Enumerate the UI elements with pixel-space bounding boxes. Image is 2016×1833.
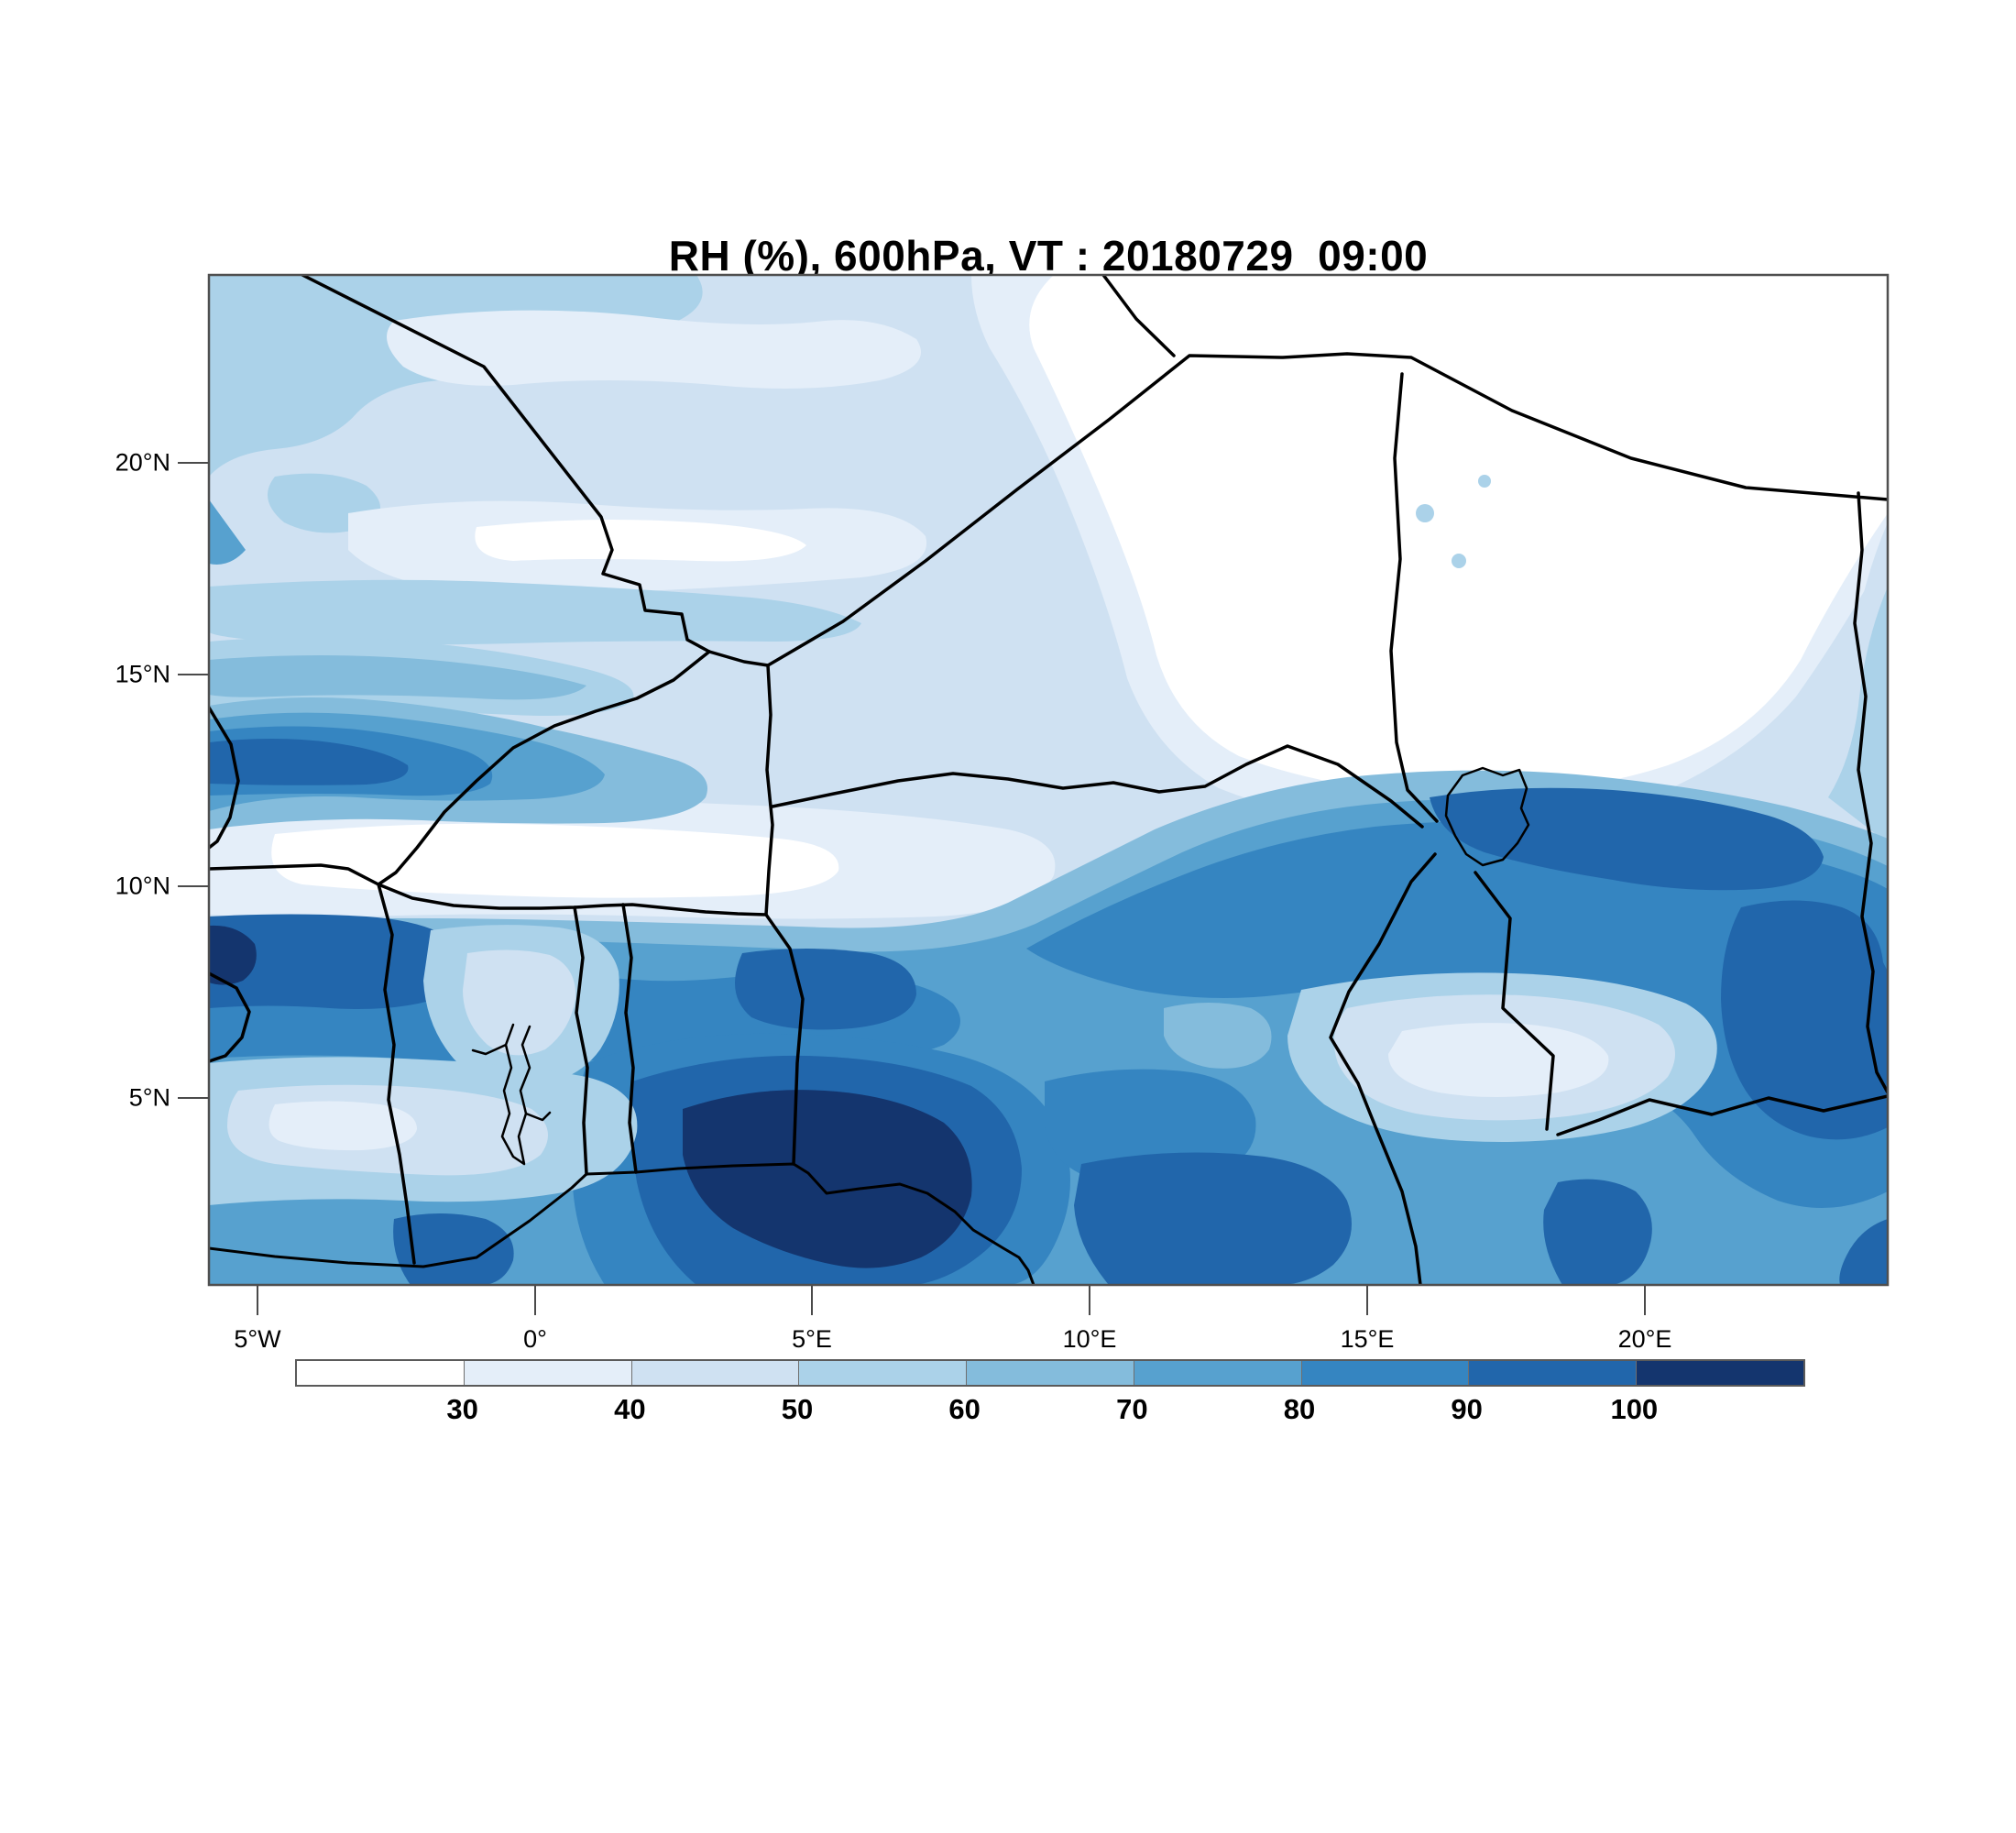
colorbar-tick-label: 100	[1610, 1393, 1659, 1425]
contour-region	[209, 655, 586, 700]
y-tick-label: 5°N	[128, 1083, 170, 1112]
contour-region	[1388, 1023, 1609, 1097]
country-border	[209, 706, 240, 850]
colorbar-tick-label: 70	[1116, 1393, 1148, 1425]
y-tick-label: 20°N	[115, 448, 170, 477]
contour-region	[1478, 475, 1491, 488]
colorbar	[295, 1359, 1805, 1387]
contour-region	[735, 949, 916, 1030]
colorbar-segment	[631, 1361, 800, 1385]
country-border	[209, 971, 251, 1063]
colorbar-tick-label: 90	[1451, 1393, 1483, 1425]
colorbar-tick-label: 30	[446, 1393, 478, 1425]
x-tick-mark	[1366, 1286, 1368, 1315]
lake-volta-outline	[471, 1023, 552, 1166]
country-border	[1556, 1094, 1888, 1136]
contour-region	[209, 739, 409, 785]
contour-region	[387, 310, 921, 389]
x-tick-label: 20°E	[1617, 1325, 1672, 1353]
country-border	[1474, 871, 1555, 1131]
country-border	[1853, 491, 1888, 1094]
colorbar-segment	[1637, 1361, 1804, 1385]
y-tick-mark	[178, 1097, 209, 1099]
contour-region	[1452, 554, 1466, 568]
country-border	[771, 744, 1424, 829]
contour-region	[1416, 504, 1434, 522]
contour-region	[1164, 1003, 1272, 1069]
page-title: RH (%), 600hPa, VT : 20180729 09:00	[668, 232, 1429, 280]
country-border	[301, 275, 711, 653]
colorbar-tick-label: 80	[1283, 1393, 1316, 1425]
y-tick-label: 10°N	[115, 872, 170, 900]
colorbar-segment	[464, 1361, 632, 1385]
contour-region	[209, 579, 861, 645]
country-border	[766, 352, 1888, 667]
country-border	[377, 650, 711, 886]
contour-region	[1543, 1179, 1652, 1285]
contour-region	[1828, 587, 1888, 843]
contour-region	[1074, 1152, 1352, 1285]
colorbar-segment	[967, 1361, 1134, 1385]
country-border	[377, 883, 416, 1265]
colorbar-tick-label: 50	[781, 1393, 814, 1425]
colorbar-segment	[1301, 1361, 1470, 1385]
y-tick-mark	[178, 885, 209, 887]
x-tick-mark	[257, 1286, 258, 1315]
map-frame	[207, 273, 1890, 1287]
contour-region	[1839, 1219, 1888, 1285]
y-tick-mark	[178, 462, 209, 464]
x-tick-mark	[811, 1286, 813, 1315]
colorbar-segment	[799, 1361, 968, 1385]
contour-region	[268, 1101, 417, 1151]
country-border	[209, 863, 380, 886]
contour-region	[1430, 787, 1824, 891]
country-border	[621, 903, 638, 1174]
country-border	[209, 1162, 1035, 1285]
country-border	[377, 883, 768, 916]
country-border	[707, 650, 770, 667]
y-tick-mark	[178, 674, 209, 675]
contour-region	[475, 519, 806, 562]
contour-region	[463, 949, 576, 1056]
lake-chad-outline	[1444, 766, 1530, 867]
country-border	[1101, 275, 1176, 357]
country-border	[1329, 852, 1437, 1285]
x-tick-label: 5°E	[792, 1325, 832, 1353]
contour-region	[209, 499, 246, 565]
contour-region	[683, 1090, 972, 1268]
colorbar-segment	[1134, 1361, 1302, 1385]
x-tick-label: 15°E	[1340, 1325, 1395, 1353]
contour-region	[209, 914, 466, 1009]
colorbar-tick-label: 60	[948, 1393, 981, 1425]
x-tick-label: 5°W	[234, 1325, 281, 1353]
country-borders	[209, 275, 1888, 1285]
x-tick-mark	[1644, 1286, 1646, 1315]
x-tick-label: 0°	[523, 1325, 547, 1353]
y-tick-label: 15°N	[115, 660, 170, 688]
contour-region	[1026, 820, 1888, 1208]
contour-region	[1721, 900, 1888, 1140]
colorbar-tick-label: 40	[614, 1393, 646, 1425]
colorbar-segment	[1469, 1361, 1638, 1385]
x-tick-label: 10°E	[1062, 1325, 1117, 1353]
contour-region	[1029, 275, 1888, 796]
contour-region	[271, 823, 839, 898]
country-border	[573, 906, 589, 1176]
colorbar-segment	[297, 1361, 465, 1385]
contour-fill-group	[209, 275, 1888, 1285]
country-border	[1389, 372, 1439, 823]
country-border	[764, 664, 805, 1166]
x-tick-mark	[534, 1286, 536, 1315]
contour-region	[209, 925, 257, 985]
x-tick-mark	[1089, 1286, 1090, 1315]
